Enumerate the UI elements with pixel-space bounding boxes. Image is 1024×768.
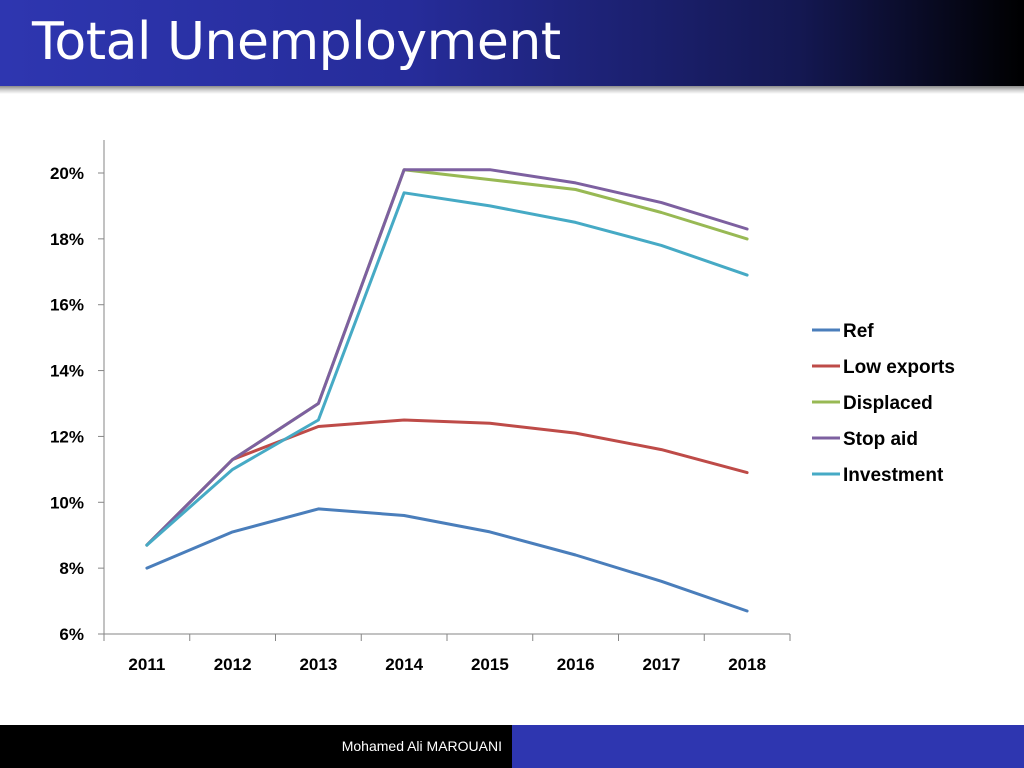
series-line-displaced <box>145 168 749 547</box>
x-tick-label: 2011 <box>128 655 165 674</box>
chart-axes: 6% 8% 10% 12% 14% 16% 18% 20% 2011 2012 2013 2014 20… <box>50 140 791 674</box>
slide-title: Total Unemployment <box>32 12 561 72</box>
footer-right-band <box>512 725 1024 768</box>
x-tick-label: 2016 <box>557 655 595 674</box>
legend-label-stop-aid: Stop aid <box>843 429 918 450</box>
x-tick-label: 2017 <box>642 655 680 674</box>
x-tick-label: 2012 <box>214 655 252 674</box>
legend-label-low-exports: Low exports <box>843 357 955 378</box>
unemployment-line-chart: 6% 8% 10% 12% 14% 16% 18% 20% 2011 2012 2013 2014 20… <box>50 140 955 674</box>
x-tick-label: 2014 <box>385 655 423 674</box>
x-tick-label: 2018 <box>728 655 766 674</box>
series-line-investment <box>145 191 749 547</box>
series-line-ref <box>145 507 749 613</box>
x-tick-label: 2013 <box>299 655 337 674</box>
chart-series-lines <box>145 168 749 613</box>
series-line-stop-aid <box>145 168 749 547</box>
y-tick-label: 18% <box>50 230 84 249</box>
footer: Mohamed Ali MAROUANI <box>0 725 512 768</box>
y-tick-label: 16% <box>50 296 84 315</box>
legend-label-ref: Ref <box>843 321 874 342</box>
y-tick-label: 20% <box>50 164 84 183</box>
y-tick-label: 10% <box>50 493 84 512</box>
chart-legend: Ref Low exports Displaced Stop aid Investmen… <box>812 321 955 486</box>
footer-left-band <box>0 725 512 768</box>
title-bar: Total Unemployment <box>0 0 1024 86</box>
series-line-low-exports <box>145 418 749 547</box>
legend-label-investment: Investment <box>843 465 944 486</box>
x-tick-label: 2015 <box>471 655 509 674</box>
y-tick-label: 6% <box>59 625 84 644</box>
y-tick-label: 12% <box>50 427 84 446</box>
y-tick-label: 8% <box>59 559 84 578</box>
footer-author: Mohamed Ali MAROUANI <box>341 738 502 754</box>
title-shadow <box>0 86 1024 94</box>
y-tick-label: 14% <box>50 362 84 381</box>
legend-label-displaced: Displaced <box>843 393 933 414</box>
